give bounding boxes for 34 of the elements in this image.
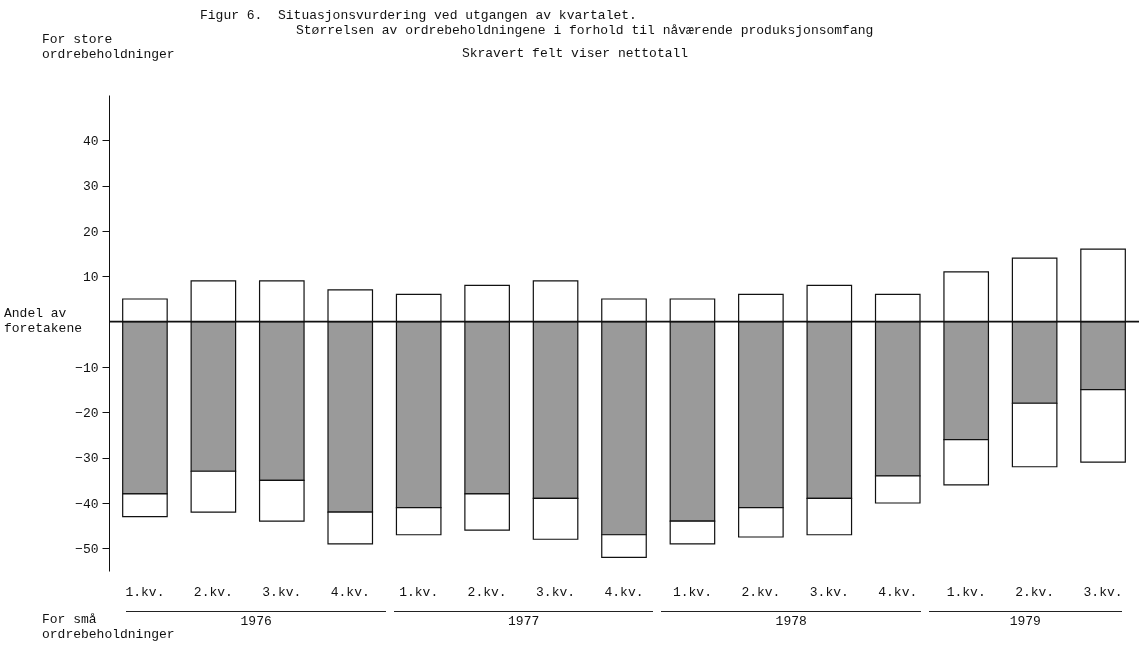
y-tick-label: 10 (82, 269, 99, 285)
y-tick-label: −10 (75, 360, 99, 376)
y-tick-label: −30 (75, 451, 99, 467)
x-tick-label: 3.kv. (262, 584, 302, 600)
x-tick-label: 2.kv. (467, 584, 507, 600)
x-tick-label: 2.kv. (1015, 584, 1055, 600)
y-tick-label: 40 (82, 133, 99, 149)
x-tick-label: 2.kv. (193, 584, 233, 600)
y-tick-label: −50 (75, 541, 99, 557)
text: For små ordrebeholdninger (42, 612, 175, 642)
x-tick-label: 1.kv. (672, 584, 712, 600)
x-tick-label: 4.kv. (330, 584, 370, 600)
x-tick-label: 3.kv. (536, 584, 576, 600)
text: 1976 (240, 614, 272, 629)
x-tick-label: 2.kv. (741, 584, 781, 600)
y-tick-label: 30 (82, 179, 99, 195)
x-tick-label: 3.kv. (1083, 584, 1123, 600)
chart-title: Figur 6. Situasjonsvurdering ved utgangen av kvartalet. (200, 8, 637, 23)
x-tick-label: 1.kv. (125, 584, 165, 600)
x-tick-label: 4.kv. (878, 584, 918, 600)
x-tick-label: 4.kv. (604, 584, 644, 600)
y-tick-label: 20 (82, 224, 99, 240)
x-tick-label: 1.kv. (946, 584, 986, 600)
text: 1979 (928, 611, 1122, 629)
y-tick-label: −40 (75, 496, 99, 512)
text: Skravert felt viser nettotall (461, 46, 689, 61)
chart-subtitle: Størrelsen av ordrebeholdningene i forhold til nåværende produksjonsomfang (295, 23, 874, 38)
x-tick-label: 1.kv. (399, 584, 439, 600)
text: For store ordrebeholdninger (42, 32, 175, 62)
x-tick-label: 3.kv. (809, 584, 849, 600)
text: 1977 (393, 611, 654, 629)
y-axis-title: Andel av foretakene (4, 305, 83, 336)
text: 1978 (661, 611, 921, 629)
y-tick-label: −20 (75, 405, 99, 421)
